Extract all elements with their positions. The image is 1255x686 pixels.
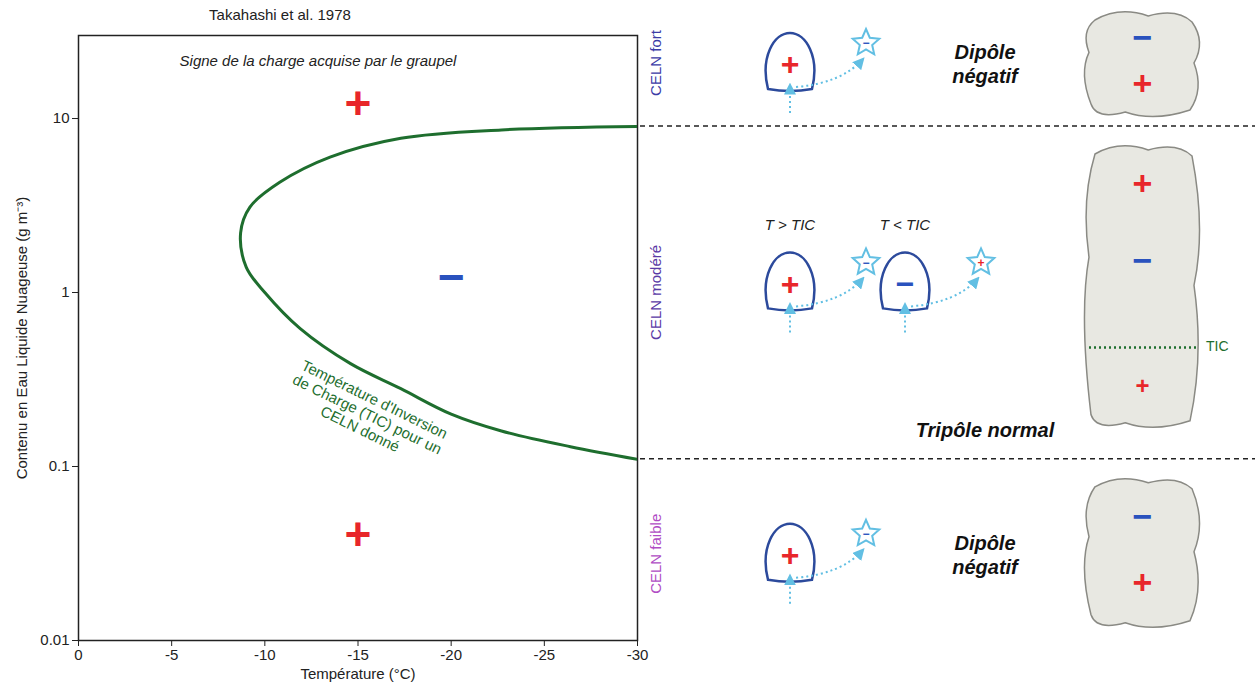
svg-text:−: − — [862, 527, 869, 541]
svg-text:Dipôlenégatif: Dipôlenégatif — [952, 41, 1020, 87]
svg-text:+: + — [1133, 164, 1153, 202]
svg-text:−: − — [862, 256, 869, 270]
svg-text:CELN modéré: CELN modéré — [647, 245, 664, 340]
svg-text:+: + — [345, 508, 372, 560]
svg-text:+: + — [781, 46, 800, 82]
svg-text:+: + — [1133, 563, 1153, 601]
svg-text:TIC: TIC — [1206, 338, 1229, 354]
svg-text:−: − — [862, 36, 869, 50]
svg-text:−: − — [438, 251, 465, 303]
svg-text:−: − — [1133, 241, 1153, 279]
svg-text:-10: -10 — [254, 646, 276, 663]
svg-text:Dipôlenégatif: Dipôlenégatif — [952, 532, 1020, 578]
svg-text:+: + — [781, 266, 800, 302]
svg-text:+: + — [977, 256, 984, 270]
svg-text:+: + — [1133, 64, 1153, 102]
svg-text:10: 10 — [53, 109, 70, 126]
svg-text:−: − — [896, 266, 915, 302]
svg-text:+: + — [1135, 372, 1149, 399]
svg-text:+: + — [781, 537, 800, 573]
svg-text:1: 1 — [61, 283, 69, 300]
svg-text:Température (°C): Température (°C) — [300, 665, 415, 682]
svg-text:CELN fort: CELN fort — [647, 29, 664, 96]
svg-text:T > TIC: T > TIC — [765, 216, 816, 233]
svg-text:-30: -30 — [627, 646, 649, 663]
svg-text:0: 0 — [74, 646, 82, 663]
svg-text:CELN faible: CELN faible — [647, 514, 664, 594]
svg-text:Takahashi et al. 1978: Takahashi et al. 1978 — [209, 6, 351, 23]
svg-text:+: + — [345, 77, 372, 129]
svg-text:Température d'Inversionde Char: Température d'Inversionde Charge (TIC) p… — [283, 356, 452, 473]
svg-text:-25: -25 — [533, 646, 555, 663]
svg-text:−: − — [1133, 18, 1153, 56]
svg-text:Contenu en Eau Liquide Nuageus: Contenu en Eau Liquide Nuageuse (g m⁻³) — [13, 197, 30, 480]
svg-text:0.01: 0.01 — [40, 631, 69, 648]
svg-text:0.1: 0.1 — [49, 457, 70, 474]
svg-text:Signe de la charge acquise par: Signe de la charge acquise par le graupe… — [180, 52, 458, 69]
svg-text:T < TIC: T < TIC — [880, 216, 931, 233]
svg-text:−: − — [1133, 497, 1153, 535]
svg-text:-20: -20 — [440, 646, 462, 663]
svg-text:-15: -15 — [347, 646, 369, 663]
svg-text:Tripôle normal: Tripôle normal — [916, 419, 1055, 441]
svg-text:-5: -5 — [165, 646, 178, 663]
